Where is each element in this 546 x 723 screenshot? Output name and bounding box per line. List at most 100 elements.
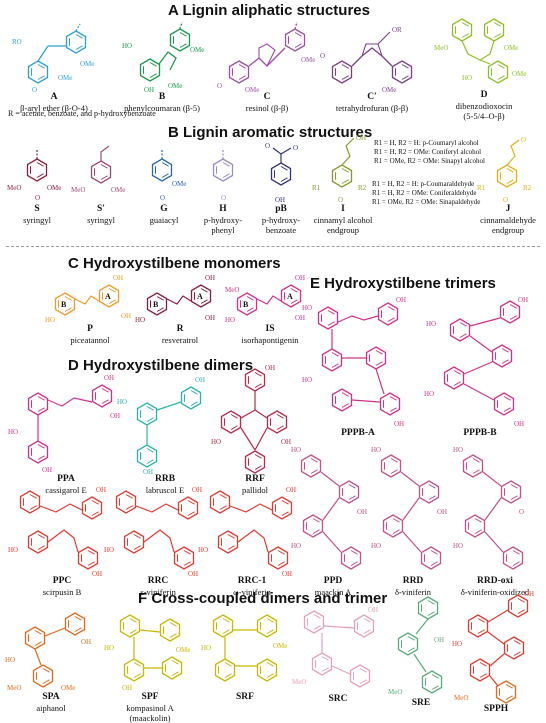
structure-name: pallidol [242, 485, 268, 495]
svg-text:HO: HO [8, 546, 18, 554]
structure-h: O H p-hydroxy- phenyl [192, 142, 254, 235]
structure-name: syringyl [87, 215, 115, 225]
svg-text:HO: HO [225, 316, 235, 324]
tetrahydrofuran-molecule-icon: OR O OMe [320, 26, 413, 94]
structure-name: β-aryl ether (β-O-4) [20, 103, 88, 113]
structure-code: SRF [236, 692, 254, 702]
svg-text:HO: HO [201, 644, 211, 652]
svg-text:OH: OH [265, 364, 275, 372]
rr-d-dimer-icon: HO OH HO [371, 446, 447, 570]
structure-name-line2: endgroup [491, 225, 525, 235]
structure-sr-f: OMe HO SRF [200, 610, 290, 703]
structure-ppp-b-b: OH HO HO OH PPPB-B [420, 296, 540, 439]
beta-aryl-ether-molecule-icon: RO OMe OMe O [12, 23, 94, 94]
svg-text:HO: HO [462, 74, 472, 82]
phenylcoumaran-molecule-icon: HO OMe OMe OH [122, 21, 204, 94]
pp-a-dimer-icon: OH OH HO OH [8, 374, 120, 474]
rr-b-dimer-icon: OH HO OH [117, 376, 205, 476]
svg-text:OH: OH [434, 636, 444, 644]
structure-rr-d: HO OH HO RRD δ-viniferin [370, 446, 456, 597]
svg-text:O: O [519, 508, 524, 516]
svg-text:HO: HO [135, 316, 145, 324]
svg-text:OH: OH [282, 570, 292, 578]
structure-code: B [158, 92, 166, 102]
svg-text:OH: OH [104, 374, 114, 382]
structure-code: D [480, 90, 488, 100]
structure-pp-d: HO OH HO PPD maackin A [290, 446, 376, 597]
rr-c-dimer-icon: OH HO OH [104, 486, 202, 578]
svg-text:HO: HO [104, 546, 114, 554]
structure-code: C′ [367, 92, 377, 102]
aldehyde-note-1: R1 = H, R2 = H: p-Coumaraldehyde [372, 180, 475, 188]
structure-sp-a: OH HO MeO OMe SPA aiphanol [4, 610, 98, 713]
structure-code: SPPH [483, 704, 509, 714]
structure-code: RRB [154, 474, 176, 484]
structure-code: pB [275, 204, 287, 214]
svg-text:HO: HO [104, 644, 114, 652]
svg-text:HO: HO [302, 304, 312, 312]
structure-name: isorhapontigenin [241, 335, 299, 345]
svg-text:HO: HO [291, 542, 301, 550]
svg-text:OMe: OMe [58, 74, 72, 82]
structure-name: resveratrol [161, 335, 199, 345]
structure-b: HO OMe OMe OH B phenylcoumaran (β-5) [106, 21, 218, 113]
structure-name-line2: (5-5/4–O-β) [463, 111, 505, 121]
svg-text:OMe: OMe [512, 70, 526, 78]
svg-text:R1: R1 [477, 184, 486, 192]
svg-text:B: B [153, 300, 159, 309]
svg-text:OH: OH [281, 438, 291, 446]
structure-code: R [176, 324, 184, 334]
svg-text:R2: R2 [523, 184, 532, 192]
svg-text:OH: OH [514, 420, 524, 428]
sr-e-molecule-icon: OH MeO [388, 596, 444, 696]
aldehyde-note-2: R1 = H, R2 = OMe: Coniferaldehyde [372, 189, 477, 197]
svg-text:OH: OH [195, 376, 205, 384]
structure-c-prime: OR O OMe C′ tetrahydrofuran (β-β) [318, 22, 426, 113]
svg-text:MeO: MeO [434, 44, 448, 52]
structure-code: RRD [402, 576, 424, 586]
svg-text:HO: HO [291, 446, 301, 454]
svg-text:HO: HO [45, 316, 55, 324]
structure-name: piceatannol [70, 335, 110, 345]
svg-text:HO: HO [8, 428, 18, 436]
rr-f-dimer-icon: OH HO OH [211, 364, 291, 474]
svg-text:OH: OH [394, 420, 404, 428]
rr-c-1-dimer-icon: OH HO OH [198, 486, 296, 578]
svg-text:MeO: MeO [292, 678, 306, 686]
structure-name: kompasinol A [126, 703, 174, 713]
pp-c-dimer-icon: OH HO OH [8, 486, 106, 578]
guaiacyl-unit-icon: OMe O [151, 150, 186, 202]
svg-text:OH: OH [92, 570, 102, 578]
svg-text:MeO: MeO [71, 186, 85, 194]
section-title-a: A Lignin aliphatic structures [168, 2, 370, 19]
svg-text:HO: HO [453, 446, 463, 454]
structure-code: IS [265, 324, 275, 334]
svg-text:HO: HO [117, 398, 127, 406]
pp-d-dimer-icon: HO OH HO [291, 446, 367, 570]
resinol-molecule-icon: OMe O OMe [217, 21, 315, 94]
svg-text:OMe: OMe [504, 44, 518, 52]
structure-pb: O O OH pB p-hydroxy- benzoate [250, 142, 312, 235]
structure-pp-c: OH HO OH PPC scirpusin B [6, 486, 118, 597]
structure-name: tetrahydrofuran (β-β) [335, 103, 409, 113]
svg-text:OMe: OMe [190, 46, 204, 54]
svg-text:OH: OH [295, 274, 305, 282]
svg-text:B: B [243, 300, 249, 309]
svg-text:A: A [287, 292, 293, 301]
structure-code: SPA [42, 692, 60, 702]
svg-text:O: O [503, 196, 508, 204]
structure-name: ω-viniferin [233, 587, 271, 597]
structure-c: OMe O OMe C resinol (β-β) [214, 21, 320, 113]
svg-text:HO: HO [371, 446, 381, 454]
svg-text:HO: HO [426, 320, 436, 328]
section-title-b: B Lignin aromatic structures [168, 124, 373, 141]
p-hydroxybenzoate-unit-icon: O O OH [265, 142, 298, 204]
r-group-note: R = acetate, benzoate, and p-hydroxybenz… [8, 109, 156, 118]
ppp-b-b-trimer-icon: OH HO HO OH [424, 296, 528, 428]
structure-ppp-b-a: HO OH HO OH PPPB-A [300, 296, 416, 439]
structure-code: PPPB-A [341, 428, 375, 438]
svg-text:OH: OH [96, 486, 106, 494]
sr-c-molecule-icon: OH MeO [292, 606, 378, 688]
svg-text:RO: RO [12, 38, 22, 46]
svg-text:MeO: MeO [225, 286, 239, 294]
